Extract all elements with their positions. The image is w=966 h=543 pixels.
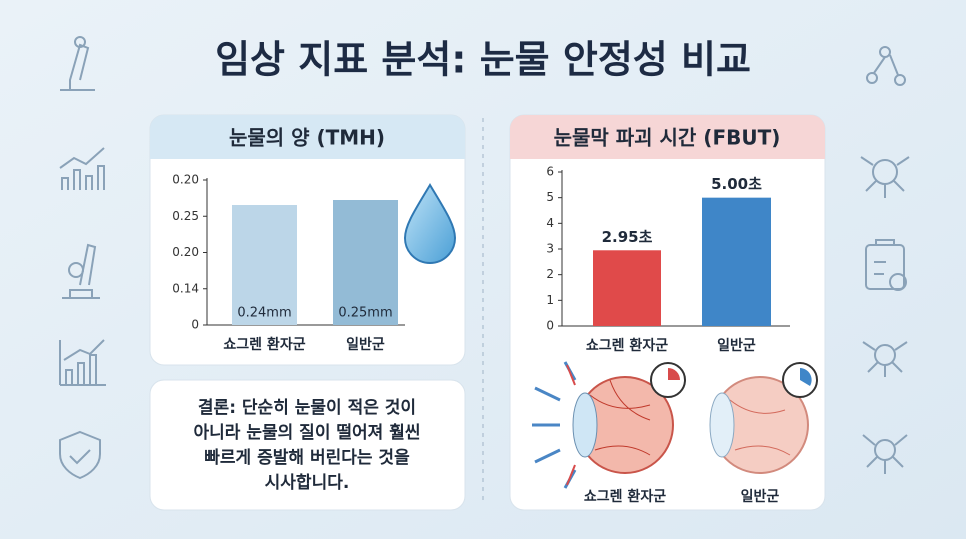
y-tick-label: 0.25 [172,209,199,223]
illustration-label: 쇼그렌 환자군 [584,488,666,505]
bar [593,250,661,326]
conclusion-line: 결론: 단순히 눈물이 적은 것이 [198,398,416,418]
value-label: 0.24mm [237,306,291,321]
y-tick-label: 1 [546,293,554,307]
eye-illustration [532,361,818,489]
x-tick-label: 쇼그렌 환자군 [586,337,668,354]
drop-icon [403,183,457,264]
y-tick-label: 0.14 [172,281,199,295]
page-title: 임상 지표 분석: 눈물 안정성 비교 [215,38,751,82]
x-tick-label: 쇼그렌 환자군 [223,336,305,353]
fbut-header [510,115,825,159]
y-tick-label: 0 [546,319,554,333]
conclusion-line: 빠르게 증발해 버린다는 것을 [204,448,410,468]
y-tick-label: 0 [191,318,199,332]
conclusion-card [149,379,466,511]
y-tick-label: 2 [546,267,554,281]
chart-title: 눈물의 양 (TMH) [229,126,385,150]
x-tick-label: 일반군 [346,336,385,353]
conclusion-line: 아니라 눈물의 질이 떨어져 훨씬 [194,422,421,443]
bar [232,205,297,325]
illustration-label: 일반군 [741,488,780,505]
y-tick-label: 0.20 [172,173,199,187]
y-tick-label: 5 [546,190,554,204]
y-tick-label: 6 [546,165,554,179]
x-tick-label: 일반군 [717,337,756,354]
y-tick-label: 4 [546,216,554,230]
y-tick-label: 0.20 [172,245,199,259]
chart-title: 눈물막 파괴 시간 (FBUT) [554,126,781,150]
bar [333,200,398,325]
value-label: 0.25mm [338,306,392,321]
value-label: 5.00초 [711,175,762,193]
value-label: 2.95초 [602,228,653,246]
y-tick-label: 3 [546,242,554,256]
side-icons [59,36,910,480]
conclusion-line: 시사합니다. [265,472,350,493]
tmh-header [150,115,465,159]
bar [702,197,771,326]
